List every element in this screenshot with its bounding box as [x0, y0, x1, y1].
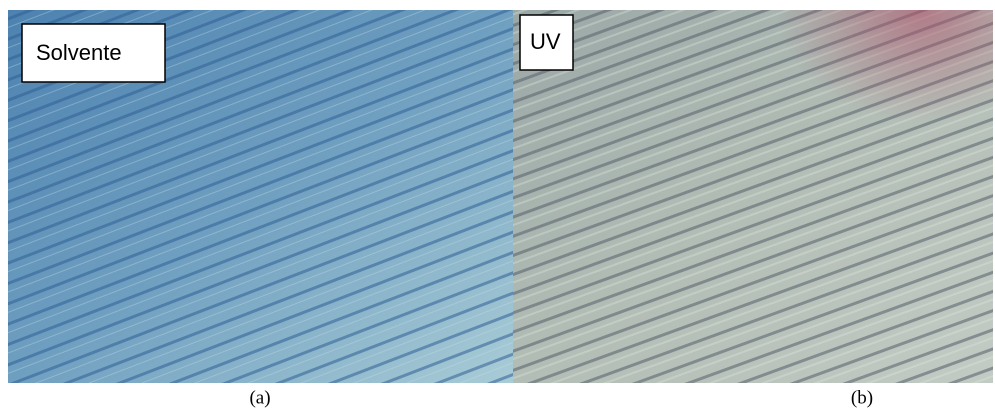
panel-caption: (a) [249, 387, 270, 408]
panel-label: UV [530, 29, 561, 54]
panel-a: Solvente (a) [8, 10, 513, 408]
panel-b: UV (b) [513, 10, 993, 408]
photo-b-tint [513, 10, 993, 383]
panel-caption: (b) [851, 387, 873, 408]
panel-label: Solvente [36, 40, 122, 65]
figure: Solvente (a) UV (b) [0, 0, 995, 412]
